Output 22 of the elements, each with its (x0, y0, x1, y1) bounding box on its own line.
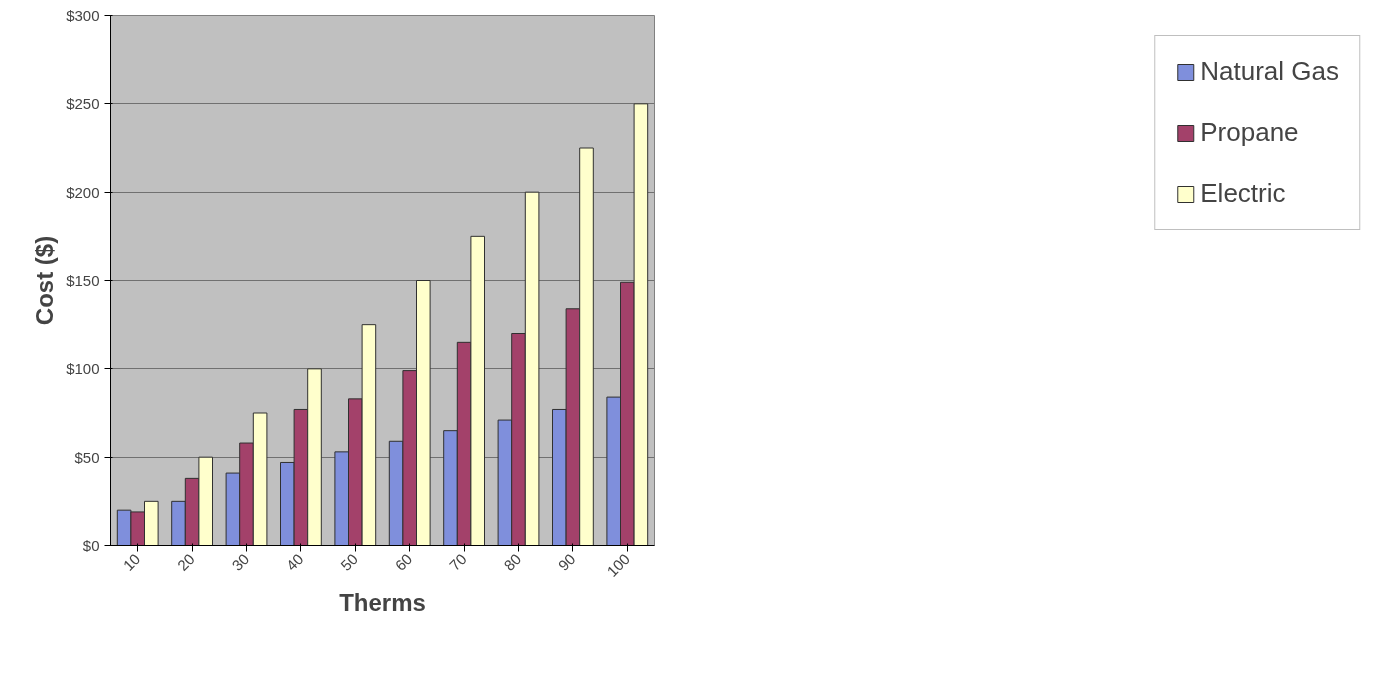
y-tick-label: $150 (66, 272, 100, 289)
y-axis-title: Cost ($) (31, 235, 59, 326)
y-tick-label: $0 (82, 537, 100, 554)
x-tick-label: 10 (119, 550, 144, 574)
x-tick-label: 100 (603, 550, 633, 580)
x-tick-label: 40 (282, 550, 307, 574)
x-tick-label: 70 (445, 550, 470, 574)
legend-label: Natural Gas (1200, 56, 1339, 87)
y-tick-label: $50 (74, 448, 100, 466)
y-tick-label: $200 (66, 183, 100, 201)
x-tick-label: 90 (554, 550, 579, 574)
y-tick-label: $100 (66, 360, 100, 378)
x-tick-label: 80 (500, 550, 525, 574)
x-tick-label: 20 (173, 550, 198, 574)
x-tick-label: 50 (337, 550, 361, 574)
y-tick-label: $300 (66, 7, 100, 24)
y-tick-label: $250 (66, 95, 100, 113)
legend-label: Electric (1200, 178, 1286, 209)
x-axis-title: Therms (339, 589, 426, 617)
legend-label: Propane (1200, 117, 1299, 148)
x-tick-label: 30 (228, 550, 253, 574)
x-tick-label: 60 (391, 550, 416, 574)
